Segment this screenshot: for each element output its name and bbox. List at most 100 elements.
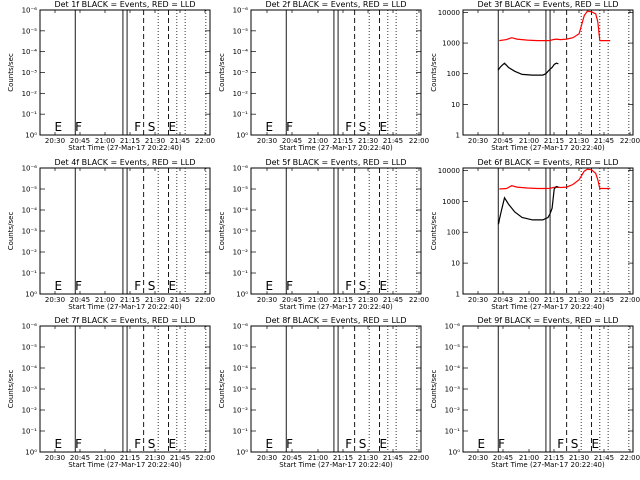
y-tick-label: 10⁻⁴ xyxy=(22,365,38,373)
y-tick-label: 10⁻⁵ xyxy=(233,344,249,352)
event-marker-label: S xyxy=(148,279,156,293)
event-marker-label: S xyxy=(359,437,367,451)
x-tick-label: 21:15 xyxy=(120,296,140,304)
event-marker-label: F xyxy=(345,437,352,451)
event-marker-label: F xyxy=(286,437,293,451)
event-marker-label: S xyxy=(359,279,367,293)
y-tick-label: 10⁰ xyxy=(448,449,460,457)
x-tick-label: 20:30 xyxy=(257,137,277,145)
y-tick-label: 10⁻¹ xyxy=(233,270,249,278)
event-marker-label: F xyxy=(75,437,82,451)
plot-frame xyxy=(250,9,422,136)
y-tick-label: 10⁻³ xyxy=(445,386,461,394)
event-marker-label: E xyxy=(379,437,387,451)
x-tick-label: 21:00 xyxy=(308,454,328,462)
event-marker-label: E xyxy=(54,437,62,451)
plot-title: Det 2f BLACK = Events, RED = LLD xyxy=(265,0,406,9)
y-tick-label: 10 xyxy=(451,101,460,109)
x-axis-label: Start Time (27-Mar-17 20:22:40) xyxy=(491,461,605,469)
x-tick-label: 21:00 xyxy=(95,454,115,462)
x-tick-label: 20:43 xyxy=(493,296,513,304)
y-tick-label: 10⁻⁵ xyxy=(233,186,249,194)
x-tick-label: 21:30 xyxy=(569,296,589,304)
plot-frame xyxy=(39,325,211,453)
y-tick-label: 10⁻⁴ xyxy=(233,365,249,373)
y-axis-label: Counts/sec xyxy=(218,212,226,251)
x-tick-label: 21:15 xyxy=(120,454,140,462)
y-axis-label: Counts/sec xyxy=(218,370,226,409)
plot-title: Det 1f BLACK = Events, RED = LLD xyxy=(54,0,195,9)
lld-series-line xyxy=(499,10,611,42)
y-tick-label: 10000 xyxy=(438,9,460,17)
x-tick-label: 20:30 xyxy=(468,454,488,462)
plot-frame xyxy=(250,325,422,453)
x-tick-label: 22:00 xyxy=(409,454,429,462)
y-tick-label: 10⁻⁵ xyxy=(22,27,38,35)
y-tick-label: 10⁻² xyxy=(233,407,249,415)
plot-title: Det 8f BLACK = Events, RED = LLD xyxy=(265,316,406,325)
y-tick-label: 1000 xyxy=(442,40,460,48)
x-tick-label: 20:45 xyxy=(70,454,90,462)
event-marker-label: F xyxy=(498,437,505,451)
x-tick-label: 20:30 xyxy=(468,296,488,304)
event-marker-label: F xyxy=(345,279,352,293)
y-tick-label: 10⁻³ xyxy=(233,69,249,77)
event-marker-label: F xyxy=(345,120,352,134)
y-tick-label: 10⁻² xyxy=(22,90,38,98)
y-tick-label: 10⁻⁵ xyxy=(22,186,38,194)
x-tick-label: 22:00 xyxy=(195,137,215,145)
y-tick-label: 10⁻⁶ xyxy=(233,7,249,15)
y-tick-label: 10⁰ xyxy=(25,132,37,140)
event-marker-label: E xyxy=(265,279,273,293)
event-marker-label: S xyxy=(148,120,156,134)
x-tick-label: 21:15 xyxy=(333,454,353,462)
x-tick-label: 21:00 xyxy=(519,137,539,145)
event-marker-label: F xyxy=(557,437,564,451)
y-tick-label: 100 xyxy=(447,229,460,237)
event-marker-label: E xyxy=(379,279,387,293)
x-tick-label: 20:30 xyxy=(257,296,277,304)
y-tick-label: 1 xyxy=(456,291,460,299)
x-tick-label: 20:30 xyxy=(45,454,65,462)
event-marker-label: F xyxy=(286,120,293,134)
y-tick-label: 10⁰ xyxy=(236,291,248,299)
y-tick-label: 100 xyxy=(447,70,460,78)
y-tick-label: 10⁻³ xyxy=(22,228,38,236)
x-tick-label: 21:45 xyxy=(170,137,190,145)
y-tick-label: 10⁻⁵ xyxy=(22,344,38,352)
event-marker-label: F xyxy=(75,120,82,134)
event-marker-label: F xyxy=(134,437,141,451)
y-tick-label: 10⁻⁶ xyxy=(22,7,38,15)
x-tick-label: 22:00 xyxy=(195,454,215,462)
x-axis-label: Start Time (27-Mar-17 20:22:40) xyxy=(279,144,393,152)
plot-frame xyxy=(39,167,211,295)
x-tick-label: 21:00 xyxy=(308,137,328,145)
plot-title: Det 9f BLACK = Events, RED = LLD xyxy=(477,316,618,325)
y-tick-label: 10⁻¹ xyxy=(233,111,249,119)
x-tick-label: 21:15 xyxy=(120,137,140,145)
y-tick-label: 10⁻² xyxy=(22,407,38,415)
y-tick-label: 10⁻¹ xyxy=(233,428,249,436)
plot-frame xyxy=(250,167,422,295)
y-tick-label: 10⁻⁶ xyxy=(233,323,249,331)
y-tick-label: 10⁻⁴ xyxy=(445,365,461,373)
plot-title: Det 4f BLACK = Events, RED = LLD xyxy=(54,158,195,167)
event-marker-label: E xyxy=(54,279,62,293)
x-tick-label: 20:45 xyxy=(70,296,90,304)
x-tick-label: 21:15 xyxy=(544,137,564,145)
x-tick-label: 21:45 xyxy=(594,137,614,145)
x-tick-label: 21:45 xyxy=(170,454,190,462)
x-tick-label: 21:45 xyxy=(383,137,403,145)
x-tick-label: 21:00 xyxy=(95,137,115,145)
x-tick-label: 21:45 xyxy=(594,454,614,462)
event-marker-label: E xyxy=(168,279,176,293)
plot-title: Det 5f BLACK = Events, RED = LLD xyxy=(265,158,406,167)
y-tick-label: 10⁻⁴ xyxy=(22,48,38,56)
x-tick-label: 21:30 xyxy=(569,454,589,462)
event-marker-label: F xyxy=(134,279,141,293)
x-tick-label: 21:30 xyxy=(358,296,378,304)
y-tick-label: 10⁻⁴ xyxy=(233,48,249,56)
y-tick-label: 10⁻² xyxy=(22,249,38,257)
lld-series-line xyxy=(499,168,611,190)
